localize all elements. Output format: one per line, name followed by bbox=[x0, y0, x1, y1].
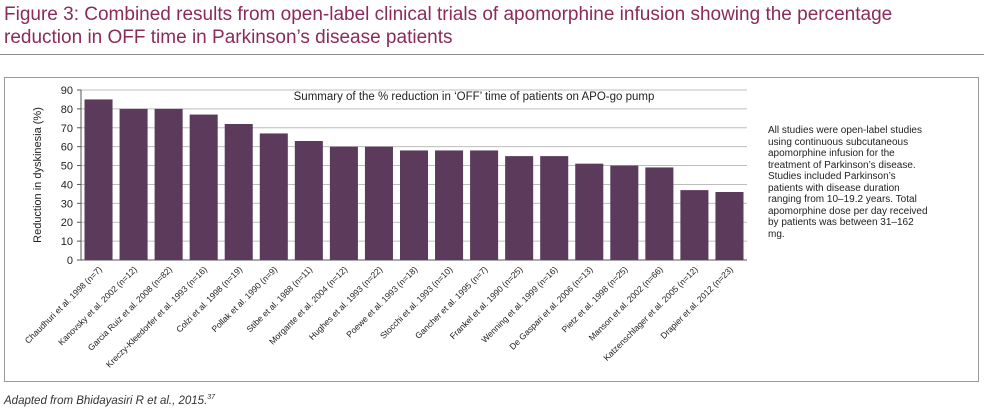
bar bbox=[645, 167, 674, 260]
x-category-label: Poewe et al. 1993 (n=18) bbox=[344, 264, 419, 339]
bar bbox=[540, 156, 569, 260]
x-category-label: Pietz et al. 1998 (n=25) bbox=[560, 264, 630, 334]
source-text: Adapted from Bhidayasiri R et al., 2015. bbox=[4, 394, 208, 407]
chart-frame: 0 10 20 30 40 50 60 70 80 90 Reduction in dyskines… bbox=[4, 77, 979, 382]
bar bbox=[715, 192, 744, 260]
title-divider bbox=[0, 54, 984, 55]
bar bbox=[575, 163, 604, 260]
x-category-label: Colzi et al. 1998 (n=19) bbox=[174, 264, 244, 334]
y-tick-label: 40 bbox=[61, 179, 73, 191]
bar bbox=[329, 146, 358, 260]
bar bbox=[294, 141, 323, 260]
y-tick-label: 0 bbox=[67, 255, 73, 267]
source-citation: Adapted from Bhidayasiri R et al., 2015.… bbox=[4, 394, 215, 407]
y-tick-label: 70 bbox=[61, 123, 73, 135]
bar bbox=[119, 108, 148, 260]
source-reference: 37 bbox=[207, 394, 216, 401]
bar-chart: 0 10 20 30 40 50 60 70 80 90 Reduction in dyskines… bbox=[23, 85, 747, 370]
bar bbox=[435, 150, 464, 260]
bar bbox=[224, 124, 253, 260]
figure-title: Figure 3: Combined results from open-lab… bbox=[4, 4, 893, 48]
bar bbox=[470, 150, 499, 260]
bar bbox=[84, 99, 113, 260]
bar bbox=[610, 165, 639, 260]
bar bbox=[189, 114, 218, 260]
study-description-note: All studies were open-label studies usin… bbox=[768, 125, 928, 240]
y-tick-label: 80 bbox=[61, 104, 73, 116]
chart-title: Summary of the % reduction in ‘OFF’ time… bbox=[294, 91, 655, 103]
x-category-label: Drapier et al. 2012 (n=23) bbox=[658, 264, 735, 341]
y-axis-label: Reduction in dyskinesia (%) bbox=[32, 107, 44, 243]
x-category-label: Stibe et al. 1988 (n=11) bbox=[244, 264, 314, 334]
bar bbox=[505, 156, 534, 260]
bar bbox=[364, 146, 393, 260]
y-tick-label: 10 bbox=[61, 236, 73, 248]
y-tick-label: 60 bbox=[61, 142, 73, 154]
bar bbox=[259, 133, 288, 260]
bar bbox=[154, 108, 183, 260]
y-tick-label: 90 bbox=[61, 85, 73, 97]
y-tick-label: 30 bbox=[61, 198, 73, 210]
y-tick-label: 20 bbox=[61, 217, 73, 229]
y-tick-label: 50 bbox=[61, 161, 73, 173]
bar bbox=[399, 150, 429, 260]
bar bbox=[680, 190, 709, 260]
x-category-label: Pollak et al. 1990 (n=9) bbox=[209, 264, 279, 334]
